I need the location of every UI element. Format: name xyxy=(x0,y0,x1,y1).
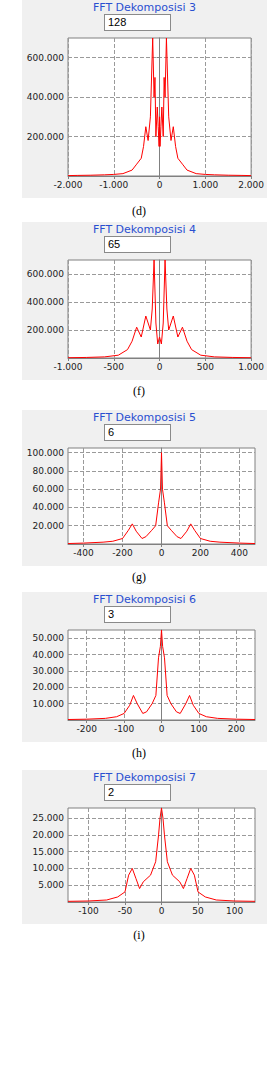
svg-text:40.000: 40.000 xyxy=(33,502,65,512)
html-text:(h): (h) xyxy=(132,746,146,760)
svg-text:400: 400 xyxy=(231,548,248,558)
svg-text:-100: -100 xyxy=(114,724,135,734)
svg-text:0: 0 xyxy=(159,724,165,734)
html-text:6: 6 xyxy=(108,426,115,438)
svg-text:15.000: 15.000 xyxy=(33,847,65,857)
html-text:FFT Dekomposisi 6: FFT Dekomposisi 6 xyxy=(92,593,197,606)
svg-text:-2.000: -2.000 xyxy=(53,180,82,190)
svg-text:-400: -400 xyxy=(73,548,94,558)
svg-text:100.000: 100.000 xyxy=(27,448,64,458)
svg-text:50: 50 xyxy=(192,906,204,916)
svg-text:100: 100 xyxy=(226,906,243,916)
svg-text:20.000: 20.000 xyxy=(33,830,65,840)
svg-text:-100: -100 xyxy=(78,906,99,916)
svg-text:25.000: 25.000 xyxy=(33,813,65,823)
html-text:(g): (g) xyxy=(132,570,146,584)
svg-text:20.000: 20.000 xyxy=(33,682,65,692)
html-text:(f): (f) xyxy=(133,384,145,398)
svg-text:400.000: 400.000 xyxy=(27,297,64,307)
html-text:(i): (i) xyxy=(133,928,145,942)
svg-text:100: 100 xyxy=(190,724,207,734)
html-text:FFT Dekomposisi 4: FFT Dekomposisi 4 xyxy=(92,223,197,236)
svg-text:200.000: 200.000 xyxy=(27,132,64,142)
svg-text:200: 200 xyxy=(192,548,209,558)
svg-text:60.000: 60.000 xyxy=(33,484,65,494)
html-text:2: 2 xyxy=(108,786,115,798)
svg-text:-1.000: -1.000 xyxy=(99,180,128,190)
svg-text:50.000: 50.000 xyxy=(33,633,65,643)
html-text:128: 128 xyxy=(108,16,127,28)
svg-text:80.000: 80.000 xyxy=(33,466,65,476)
svg-text:0: 0 xyxy=(159,906,165,916)
svg-text:40.000: 40.000 xyxy=(33,650,65,660)
svg-text:0: 0 xyxy=(157,180,163,190)
svg-text:0: 0 xyxy=(157,362,163,372)
html-text:65: 65 xyxy=(108,238,121,250)
svg-text:-200: -200 xyxy=(76,724,97,734)
html-text:FFT Dekomposisi 3: FFT Dekomposisi 3 xyxy=(92,1,197,14)
html-text:3: 3 xyxy=(108,608,115,620)
svg-text:-200: -200 xyxy=(112,548,133,558)
html-text:(d): (d) xyxy=(132,204,146,218)
svg-text:200: 200 xyxy=(228,724,245,734)
svg-text:10.000: 10.000 xyxy=(33,863,65,873)
svg-text:-500: -500 xyxy=(104,362,125,372)
svg-text:1.000: 1.000 xyxy=(238,362,264,372)
svg-text:2.000: 2.000 xyxy=(238,180,264,190)
svg-text:-50: -50 xyxy=(118,906,133,916)
html-text:FFT Dekomposisi 7: FFT Dekomposisi 7 xyxy=(92,771,197,784)
svg-text:30.000: 30.000 xyxy=(33,666,65,676)
svg-text:1.000: 1.000 xyxy=(192,180,218,190)
svg-text:20.000: 20.000 xyxy=(33,521,65,531)
svg-text:500: 500 xyxy=(197,362,214,372)
svg-text:200.000: 200.000 xyxy=(27,325,64,335)
svg-text:600.000: 600.000 xyxy=(27,53,64,63)
svg-text:400.000: 400.000 xyxy=(27,92,64,102)
html-text:FFT Dekomposisi 5: FFT Dekomposisi 5 xyxy=(92,411,197,424)
svg-text:600.000: 600.000 xyxy=(27,269,64,279)
svg-text:-1.000: -1.000 xyxy=(53,362,82,372)
svg-text:0: 0 xyxy=(159,548,165,558)
svg-text:10.000: 10.000 xyxy=(33,699,65,709)
svg-text:5.000: 5.000 xyxy=(38,880,64,890)
